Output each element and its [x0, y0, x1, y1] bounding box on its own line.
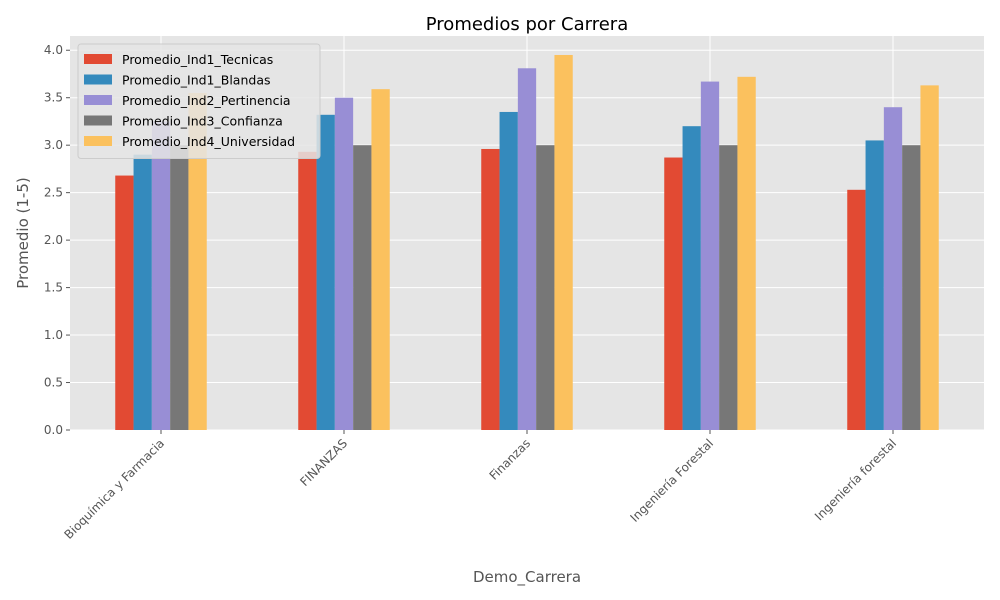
bar: [481, 148, 500, 430]
legend-swatch: [84, 136, 112, 146]
y-tick-label: 2.0: [44, 233, 63, 247]
y-tick-label: 1.0: [44, 328, 63, 342]
x-tick-label: Bioquímica y Farmacia: [61, 436, 167, 542]
legend-swatch: [84, 74, 112, 85]
bar: [719, 145, 738, 430]
y-tick-label: 3.5: [44, 91, 63, 105]
bar: [298, 151, 317, 430]
bar: [664, 157, 683, 430]
legend-label: Promedio_Ind1_Blandas: [122, 73, 271, 88]
y-tick-label: 0.0: [44, 423, 63, 437]
legend-box: [77, 43, 321, 159]
y-tick-labels: 0.0 0.5 1.0 1.5 2.0 2.5 3.0 3.5 4.0: [44, 43, 70, 437]
bar: [700, 81, 720, 431]
bar: [115, 175, 134, 430]
legend-label: Promedio_Ind1_Tecnicas: [122, 52, 273, 67]
legend-label: Promedio_Ind2_Pertinencia: [122, 93, 291, 108]
x-axis-title: Demo_Carrera: [473, 568, 581, 587]
bar: [170, 145, 189, 430]
bar: [737, 76, 756, 430]
chart-title: Promedios por Carrera: [426, 14, 628, 35]
y-tick-label: 3.0: [44, 138, 63, 152]
bar: [188, 92, 207, 430]
legend-swatch: [84, 95, 112, 105]
bar: [847, 189, 866, 430]
bar: [902, 145, 921, 430]
x-tick-label: Finanzas: [487, 436, 534, 483]
y-tick-label: 2.5: [44, 186, 63, 200]
legend-label: Promedio_Ind4_Universidad: [122, 134, 295, 149]
bar: [151, 121, 171, 430]
y-axis-title: Promedio (1-5): [14, 177, 32, 288]
x-tick-label: FINANZAS: [297, 436, 350, 489]
bar: [353, 145, 372, 430]
bar: [371, 89, 390, 431]
bar: [536, 145, 555, 430]
legend-swatch: [84, 115, 112, 126]
bar: [865, 140, 884, 431]
x-tick-label: Ingeniería Forestal: [627, 436, 716, 525]
x-tick-labels: Bioquímica y Farmacia FINANZAS Finanzas Ing…: [61, 430, 899, 542]
y-tick-label: 0.5: [44, 376, 63, 390]
legend: Promedio_Ind1_Tecnicas Promedio_Ind1_Blan…: [77, 43, 321, 159]
bar: [682, 126, 701, 430]
y-tick-label: 1.5: [44, 281, 63, 295]
bar: [920, 85, 939, 430]
bar: [554, 54, 573, 431]
bar: [517, 68, 537, 431]
bar: [334, 97, 354, 430]
bar: [133, 154, 152, 431]
legend-swatch: [84, 54, 112, 64]
bar: [883, 107, 903, 430]
bar: [499, 111, 518, 430]
bars: [115, 54, 939, 431]
y-tick-label: 4.0: [44, 43, 63, 57]
bar: [316, 114, 335, 431]
legend-label: Promedio_Ind3_Confianza: [122, 114, 283, 129]
x-tick-label: Ingeniería forestal: [812, 436, 899, 523]
